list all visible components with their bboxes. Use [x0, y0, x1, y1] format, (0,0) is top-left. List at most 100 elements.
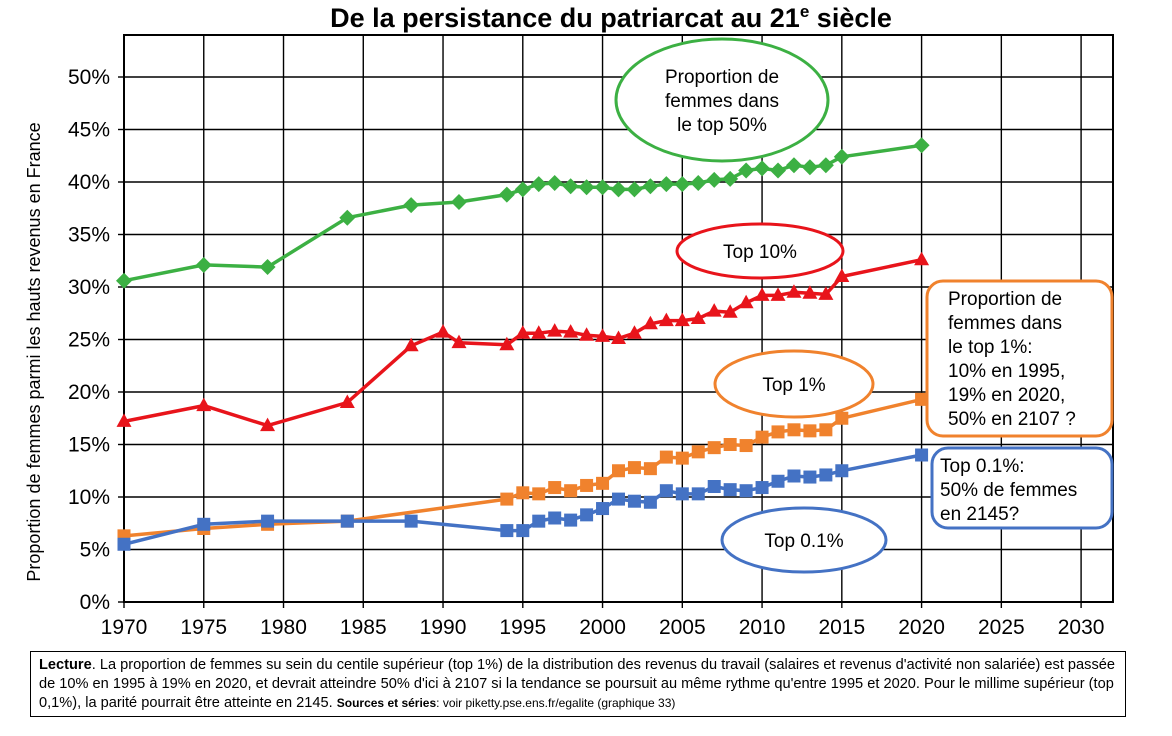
data-point: [450, 193, 467, 210]
data-point: [404, 514, 418, 528]
y-tick-label: 40%: [68, 171, 110, 194]
data-point: [706, 171, 723, 188]
data-point: [547, 323, 563, 337]
annotation-text: Top 1%: [762, 375, 825, 396]
data-point: [690, 175, 707, 192]
annotation-text: femmes dans: [948, 313, 1062, 334]
y-tick-label: 45%: [68, 119, 110, 142]
data-point: [612, 492, 625, 506]
data-point: [722, 170, 739, 187]
annotation-0: Proportion de femmes dans le top 50%: [614, 37, 830, 163]
data-point: [196, 397, 212, 412]
data-point: [403, 337, 419, 352]
data-point: [580, 478, 594, 492]
x-tick-label: 2020: [898, 616, 945, 639]
x-tick-label: 2010: [739, 616, 786, 639]
data-point: [498, 186, 515, 203]
data-point: [834, 268, 850, 282]
chart-title-main: De la persistance du patriarcat au 21: [330, 3, 800, 33]
annotation-text: 50% de femmes: [940, 480, 1077, 501]
axes: 0% 5% 10% 15% 20% 25% 30% 35% 40% 45% 50% 1970 1975 1…: [68, 34, 1114, 639]
series-line: [123, 453, 922, 546]
data-point: [674, 176, 691, 193]
data-point: [786, 284, 802, 298]
data-point: [802, 285, 818, 299]
data-point: [915, 448, 929, 462]
data-point: [739, 439, 753, 453]
data-point: [564, 484, 578, 498]
data-point: [659, 450, 673, 464]
annotation-ellipse: [720, 506, 888, 574]
note-body: . La proportion de femmes su sein du cen…: [39, 657, 1115, 711]
data-point: [197, 517, 211, 531]
data-point: [451, 334, 467, 349]
data-point: [771, 425, 785, 439]
x-tick-label: 2025: [978, 616, 1025, 639]
data-point: [594, 179, 611, 196]
x-tick-label: 1995: [499, 616, 546, 639]
data-point: [801, 159, 818, 176]
data-point: [580, 508, 594, 522]
data-point: [516, 486, 530, 500]
annotation-box: [925, 279, 1114, 438]
y-tick-label: 10%: [68, 486, 110, 509]
annotation-4: Proportion de femmes dans le top 1%: 10% en…: [925, 279, 1114, 438]
annotation-text: Top 10%: [723, 242, 797, 263]
x-tick-label: 2030: [1058, 616, 1105, 639]
data-point: [658, 312, 674, 327]
data-point: [339, 394, 355, 408]
annotation-2: Top 1%: [713, 349, 875, 419]
data-point: [706, 303, 722, 317]
data-point: [611, 330, 626, 344]
data-point: [787, 423, 801, 437]
data-point: [531, 325, 547, 339]
data-point: [627, 494, 641, 508]
data-point: [626, 325, 642, 339]
annotation-text: 19% en 2020,: [948, 385, 1065, 406]
data-point: [195, 256, 212, 273]
y-tick-label: 15%: [68, 434, 110, 457]
data-point: [691, 487, 705, 501]
note-lead: Lecture: [39, 657, 92, 673]
x-tick-label: 1985: [340, 616, 387, 639]
data-point: [722, 304, 738, 318]
y-tick-label: 5%: [80, 539, 110, 562]
data-point: [723, 438, 737, 451]
series-0: [116, 137, 930, 289]
data-point: [738, 162, 755, 179]
data-point: [500, 524, 514, 538]
chart-title-superscript: e: [800, 2, 809, 21]
data-point: [754, 160, 771, 177]
chart: De la persistance du patriarcat au 21e s…: [24, 2, 1114, 639]
data-point: [691, 445, 705, 459]
annotations-layer: Proportion de femmes dans le top 50% Top 10…: [614, 37, 1114, 574]
data-point: [835, 464, 849, 478]
data-point: [739, 484, 753, 498]
data-point: [819, 423, 833, 437]
annotation-box: [930, 446, 1114, 530]
data-point: [612, 464, 625, 478]
annotation-1: Top 10%: [675, 222, 845, 280]
y-tick-label: 0%: [80, 591, 110, 614]
data-point: [259, 259, 276, 276]
data-point: [610, 181, 627, 198]
annotation-text: le top 1%:: [948, 337, 1033, 358]
data-point: [548, 481, 562, 495]
annotation-text: 10% en 1995,: [948, 361, 1065, 382]
annotation-text: en 2145?: [940, 504, 1019, 525]
data-point: [675, 487, 689, 501]
x-tick-label: 2000: [579, 616, 626, 639]
y-tick-label: 30%: [68, 276, 110, 299]
data-point: [578, 179, 595, 196]
data-point: [532, 487, 546, 501]
data-point: [596, 502, 610, 516]
data-point: [116, 413, 132, 427]
data-point: [770, 162, 787, 179]
data-point: [817, 157, 834, 174]
x-tick-label: 1970: [101, 616, 148, 639]
data-point: [260, 417, 276, 432]
annotation-text: Proportion de: [948, 289, 1062, 310]
data-point: [707, 480, 721, 493]
data-point: [596, 476, 610, 490]
annotation-3: Top 0.1%: [720, 506, 888, 574]
